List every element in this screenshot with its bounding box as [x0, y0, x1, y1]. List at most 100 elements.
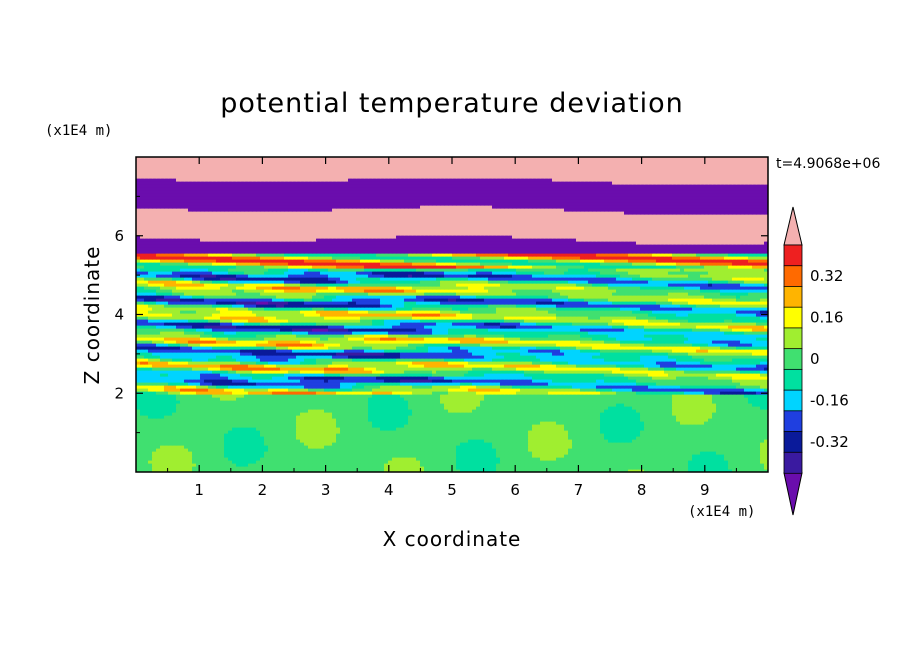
heatmap-cell	[504, 451, 509, 455]
heatmap-cell	[136, 469, 141, 472]
heatmap-cell	[360, 460, 365, 464]
heatmap-cell	[272, 448, 277, 452]
heatmap-cell	[748, 463, 753, 467]
heatmap-cell	[452, 448, 457, 452]
heatmap-cell	[232, 442, 237, 446]
heatmap-cell	[540, 439, 545, 443]
heatmap-cell	[740, 439, 745, 443]
heatmap-cell	[368, 463, 373, 467]
heatmap-cell	[668, 442, 673, 446]
heatmap-cell	[296, 454, 301, 458]
heatmap-cell	[492, 463, 497, 467]
heatmap-cell	[576, 457, 581, 461]
heatmap-cell	[312, 439, 317, 443]
heatmap-cell	[540, 454, 545, 458]
heatmap-cell	[620, 439, 625, 443]
heatmap-cell	[440, 466, 445, 470]
heatmap-cell	[136, 442, 141, 446]
heatmap-cell	[332, 436, 337, 440]
heatmap-cell	[292, 442, 297, 446]
heatmap-cell	[568, 457, 573, 461]
heatmap-cell	[368, 457, 373, 461]
heatmap-cell	[412, 457, 417, 461]
heatmap-cell	[604, 445, 609, 449]
heatmap-cell	[444, 457, 449, 461]
heatmap-cell	[632, 457, 637, 461]
heatmap-cell	[692, 448, 697, 452]
heatmap-cell	[252, 454, 257, 458]
heatmap-cell	[148, 451, 153, 455]
heatmap-cell	[660, 460, 665, 464]
heatmap-cell	[756, 469, 761, 472]
heatmap-cell	[384, 442, 389, 446]
heatmap-cell	[188, 433, 193, 437]
heatmap-cell	[492, 469, 497, 472]
heatmap-cell	[740, 448, 745, 452]
heatmap-cell	[480, 454, 485, 458]
heatmap-cell	[660, 457, 665, 461]
heatmap-cell	[564, 436, 569, 440]
heatmap-cell	[616, 460, 621, 464]
heatmap-cell	[144, 448, 149, 452]
heatmap-cell	[252, 460, 257, 464]
heatmap-cell	[292, 448, 297, 452]
heatmap-cell	[604, 463, 609, 467]
heatmap-cell	[244, 439, 249, 443]
heatmap-cell	[608, 442, 613, 446]
heatmap-cell	[660, 439, 665, 443]
heatmap-cell	[212, 469, 217, 472]
heatmap-cell	[736, 457, 741, 461]
heatmap-cell	[540, 451, 545, 455]
heatmap-cell	[644, 439, 649, 443]
heatmap-cell	[228, 442, 233, 446]
heatmap-cell	[312, 436, 317, 440]
heatmap-cell	[500, 454, 505, 458]
heatmap-cell	[352, 436, 357, 440]
heatmap-cell	[524, 436, 529, 440]
heatmap-cell	[608, 466, 613, 470]
heatmap-cell	[148, 463, 153, 467]
heatmap-cell	[296, 469, 301, 472]
heatmap-cell	[516, 448, 521, 452]
heatmap-cell	[496, 445, 501, 449]
heatmap-cell	[752, 445, 757, 449]
heatmap-cell	[572, 439, 577, 443]
heatmap-cell	[144, 439, 149, 443]
heatmap-cell	[540, 436, 545, 440]
heatmap-cell	[160, 448, 165, 452]
heatmap-cell	[288, 457, 293, 461]
heatmap-cell	[576, 463, 581, 467]
heatmap-cell	[664, 454, 669, 458]
heatmap-cell	[272, 442, 277, 446]
heatmap-cell	[372, 445, 377, 449]
heatmap-cell	[256, 445, 261, 449]
heatmap-cell	[712, 463, 717, 467]
heatmap-cell	[324, 436, 329, 440]
heatmap-cell	[316, 460, 321, 464]
heatmap-cell	[224, 460, 229, 464]
heatmap-cell	[508, 457, 513, 461]
heatmap-cell	[504, 463, 509, 467]
heatmap-cell	[660, 436, 665, 440]
heatmap-cell	[440, 445, 445, 449]
heatmap-cell	[656, 448, 661, 452]
heatmap-cell	[540, 460, 545, 464]
heatmap-cell	[392, 457, 397, 461]
heatmap-cell	[320, 457, 325, 461]
heatmap-cell	[164, 442, 169, 446]
heatmap-cell	[744, 457, 749, 461]
heatmap-cell	[556, 469, 561, 472]
heatmap-cell	[576, 445, 581, 449]
heatmap-cell	[400, 463, 405, 467]
heatmap-cell	[380, 463, 385, 467]
heatmap-cell	[220, 448, 225, 452]
heatmap-cell	[660, 451, 665, 455]
heatmap-cell	[516, 460, 521, 464]
heatmap-cell	[492, 436, 497, 440]
heatmap-cell	[536, 439, 541, 443]
heatmap-cell	[560, 460, 565, 464]
heatmap-cell	[220, 460, 225, 464]
heatmap-cell	[624, 448, 629, 452]
heatmap-cell	[636, 439, 641, 443]
heatmap-cell	[152, 454, 157, 458]
